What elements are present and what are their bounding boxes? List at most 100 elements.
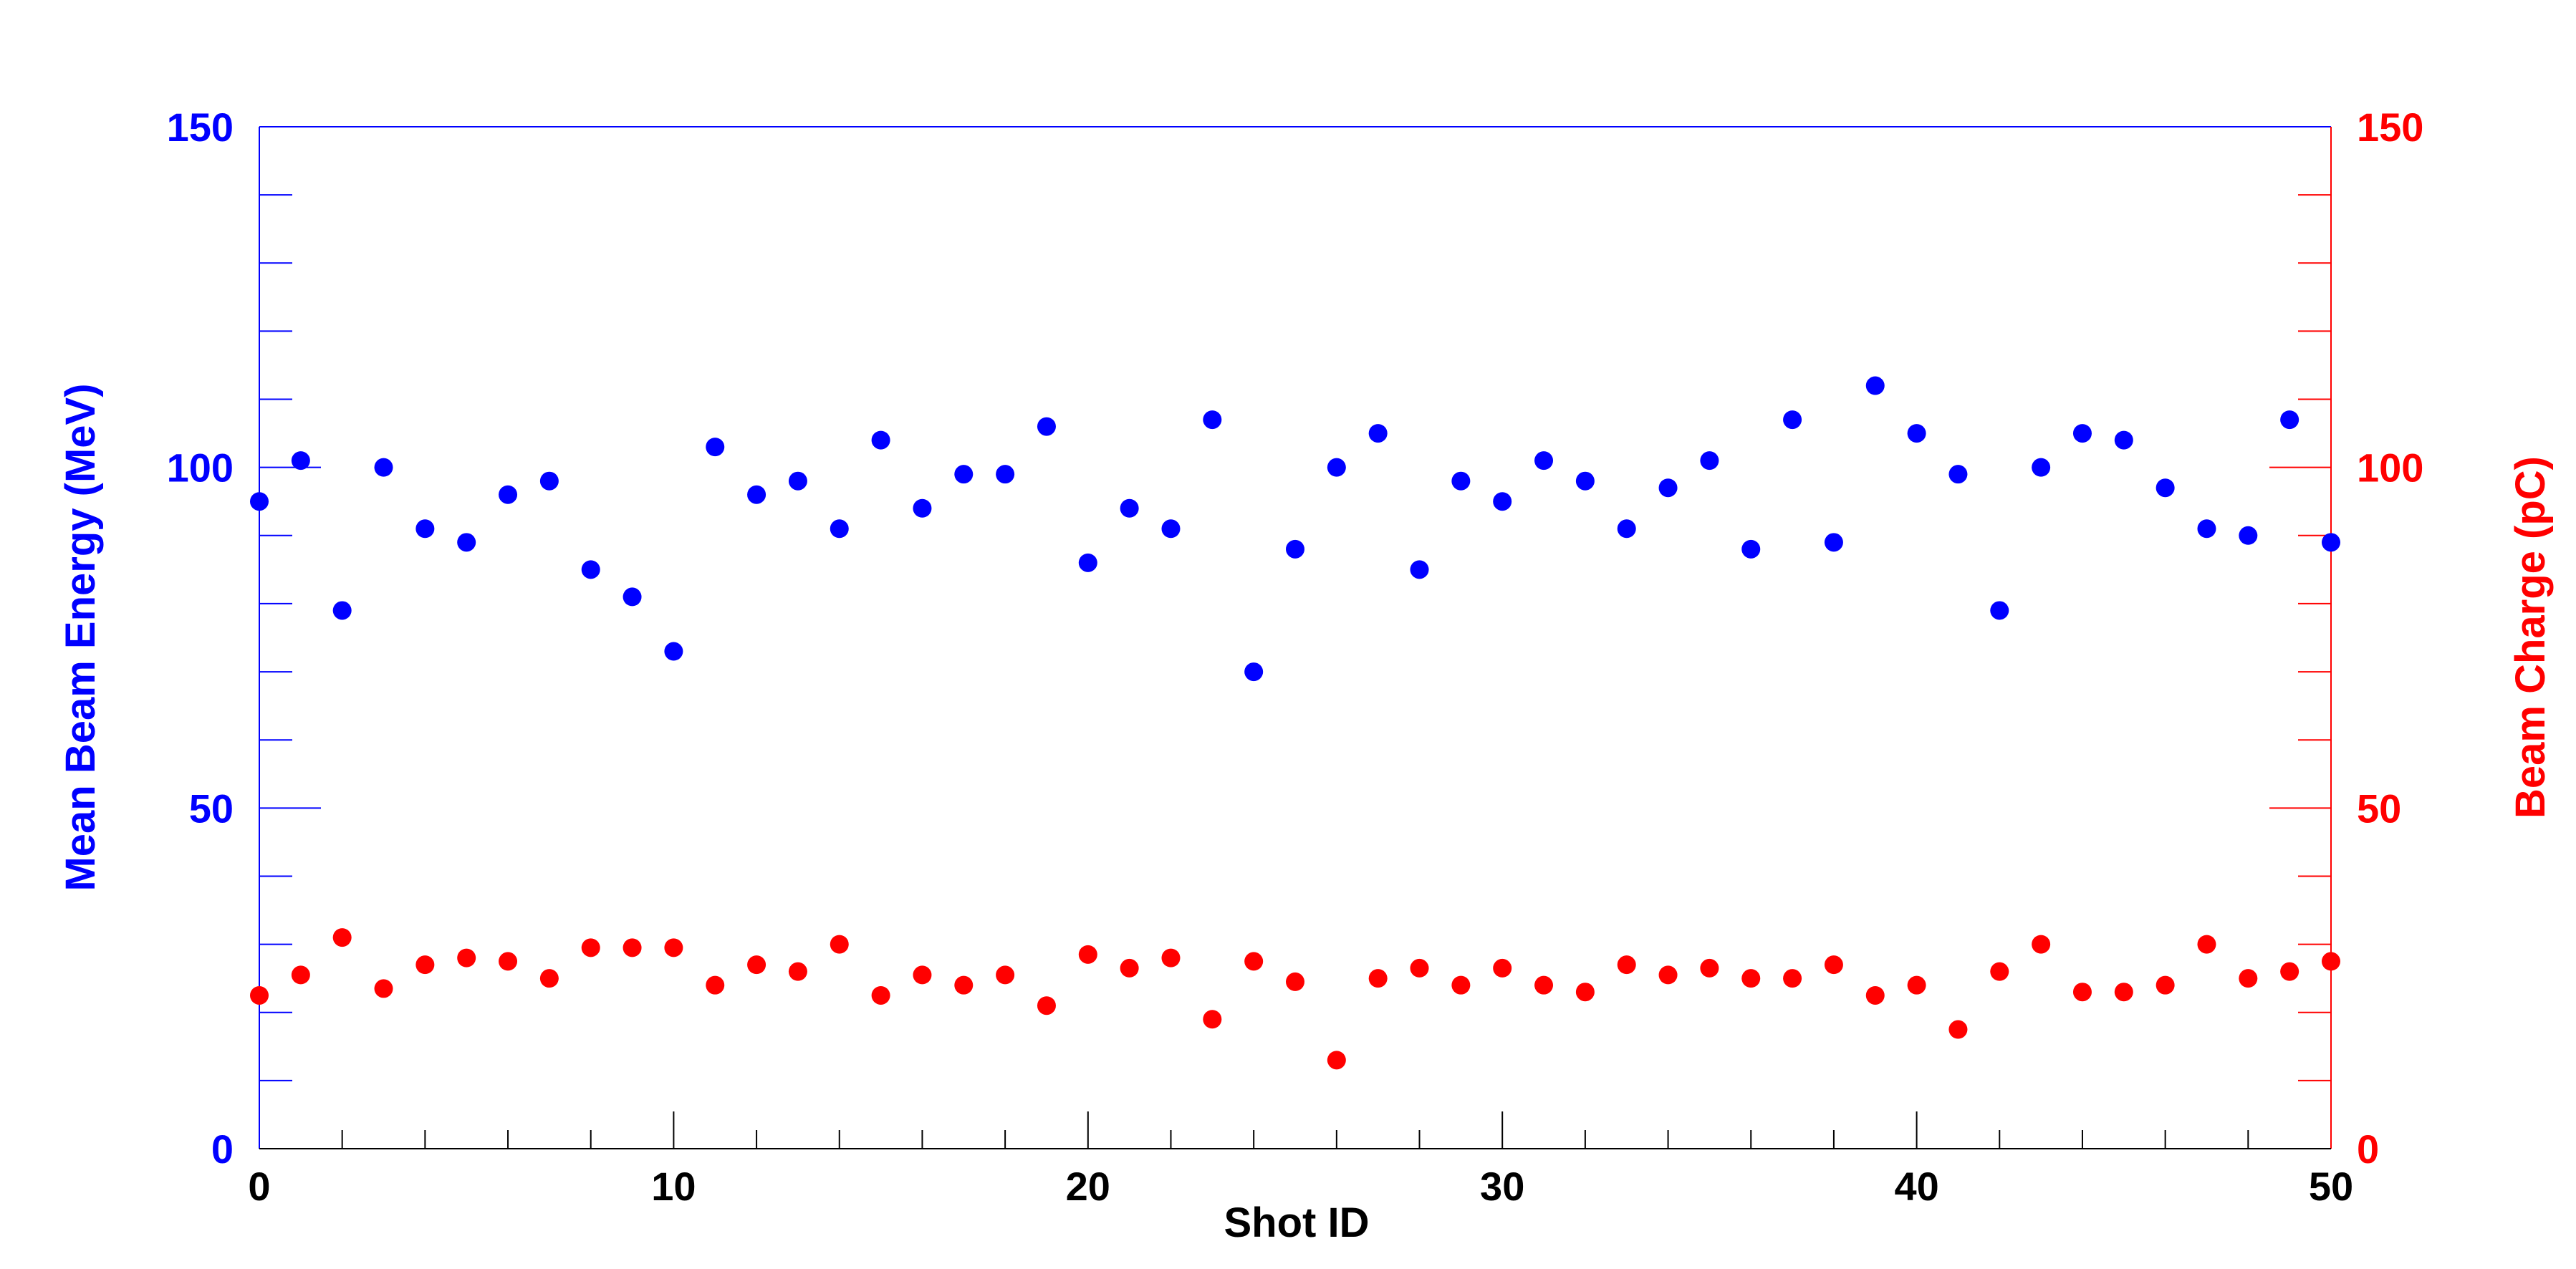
energy-point xyxy=(1078,553,1097,572)
charge-point xyxy=(1078,945,1097,964)
y-right-tick-label: 100 xyxy=(2357,445,2423,491)
charge-point xyxy=(1948,1020,1968,1039)
energy-point xyxy=(2197,519,2216,539)
y-left-tick-label: 0 xyxy=(211,1126,234,1172)
charge-point xyxy=(1327,1051,1346,1070)
charge-point xyxy=(1037,996,1056,1015)
x-tick-label: 20 xyxy=(1066,1164,1110,1209)
charge-point xyxy=(2156,975,2175,995)
x-tick-label: 10 xyxy=(651,1164,696,1209)
charge-point xyxy=(913,965,932,985)
charge-point xyxy=(2322,952,2340,971)
energy-point xyxy=(1824,533,1843,552)
charge-point xyxy=(2072,983,2092,1002)
energy-point xyxy=(1907,424,1926,443)
y-right-tick-label: 0 xyxy=(2357,1126,2379,1172)
energy-point xyxy=(415,519,435,539)
charge-point xyxy=(1824,955,1843,975)
charge-point xyxy=(2197,935,2216,954)
energy-point xyxy=(2280,410,2299,430)
series-points xyxy=(250,376,2340,1070)
energy-point xyxy=(332,601,352,620)
energy-point xyxy=(1327,458,1346,477)
energy-point xyxy=(1783,410,1802,430)
y-left-tick-label: 150 xyxy=(167,105,234,150)
charge-point xyxy=(871,985,890,1005)
energy-point xyxy=(291,451,310,471)
charge-point xyxy=(374,979,393,998)
charge-point xyxy=(332,928,352,947)
charge-point xyxy=(539,969,559,988)
charge-point xyxy=(1741,969,1761,988)
charge-point xyxy=(1617,955,1636,975)
charge-point xyxy=(1493,958,1512,978)
charge-point xyxy=(1865,985,1885,1005)
charge-point xyxy=(1368,969,1388,988)
energy-point xyxy=(664,642,683,661)
energy-point xyxy=(2322,533,2340,552)
charge-point xyxy=(747,955,766,975)
energy-point xyxy=(2114,430,2133,450)
energy-point xyxy=(1658,478,1678,498)
charge-point xyxy=(1534,975,1554,995)
energy-point xyxy=(996,465,1015,484)
energy-point xyxy=(1617,519,1636,539)
x-tick-label: 30 xyxy=(1480,1164,1524,1209)
charge-point xyxy=(581,938,600,957)
energy-point xyxy=(1451,471,1471,491)
energy-point xyxy=(1741,539,1761,559)
energy-point xyxy=(250,492,269,511)
charge-point xyxy=(788,962,807,981)
energy-point xyxy=(1286,539,1304,559)
energy-point xyxy=(788,471,807,491)
charge-point xyxy=(996,965,1015,985)
energy-point xyxy=(2239,526,2258,545)
energy-point xyxy=(706,438,725,457)
energy-point xyxy=(954,465,974,484)
energy-point xyxy=(623,587,642,607)
left-axis-ticks xyxy=(259,126,321,1149)
energy-point xyxy=(1161,519,1181,539)
energy-point xyxy=(871,430,890,450)
charge-point xyxy=(1451,975,1471,995)
energy-point xyxy=(1410,560,1429,579)
x-tick-label: 0 xyxy=(248,1164,270,1209)
energy-point xyxy=(457,533,476,552)
charge-point xyxy=(1658,965,1678,985)
charge-point xyxy=(250,985,269,1005)
y-right-axis-title: Beam Charge (pC) xyxy=(2507,456,2554,819)
charge-point xyxy=(499,952,518,971)
charge-point xyxy=(706,975,725,995)
charge-point xyxy=(954,975,974,995)
charge-point xyxy=(2114,983,2133,1002)
energy-point xyxy=(1493,492,1512,511)
energy-point xyxy=(1368,424,1388,443)
energy-point xyxy=(1948,465,1968,484)
energy-point xyxy=(2072,424,2092,443)
energy-point xyxy=(1120,498,1139,518)
energy-point xyxy=(581,560,600,579)
charge-point xyxy=(1700,958,1719,978)
y-right-tick-label: 150 xyxy=(2357,105,2423,150)
energy-point xyxy=(374,458,393,477)
energy-point xyxy=(1990,601,2009,620)
charge-point xyxy=(291,965,310,985)
charge-point xyxy=(415,955,435,975)
energy-point xyxy=(499,485,518,504)
energy-point xyxy=(1244,662,1264,682)
charge-point xyxy=(2280,962,2299,981)
energy-point xyxy=(1203,410,1222,430)
charge-point xyxy=(1203,1010,1222,1029)
bottom-axis-ticks xyxy=(259,1111,2332,1149)
charge-point xyxy=(2032,935,2051,954)
energy-point xyxy=(1865,376,1885,395)
y-left-tick-label: 50 xyxy=(189,786,234,831)
y-right-tick-label: 50 xyxy=(2357,786,2401,831)
charge-point xyxy=(1410,958,1429,978)
energy-point xyxy=(747,485,766,504)
x-tick-label: 40 xyxy=(1894,1164,1938,1209)
energy-point xyxy=(2032,458,2051,477)
